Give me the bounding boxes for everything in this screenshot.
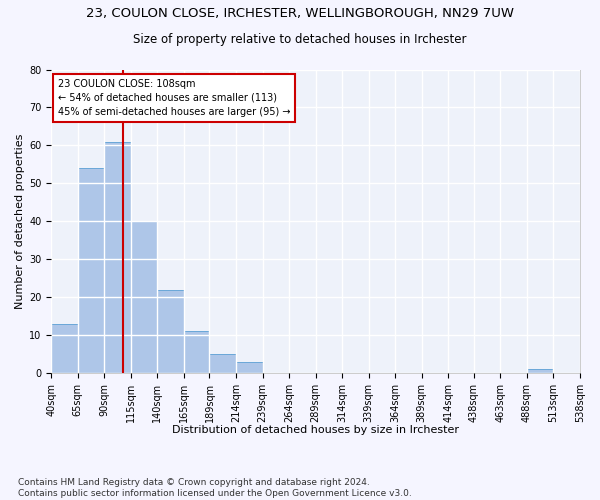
Bar [131, 222, 157, 373]
X-axis label: Distribution of detached houses by size in Irchester: Distribution of detached houses by size … [172, 425, 459, 435]
Text: Contains HM Land Registry data © Crown copyright and database right 2024.
Contai: Contains HM Land Registry data © Crown c… [18, 478, 412, 498]
Text: 23 COULON CLOSE: 108sqm
← 54% of detached houses are smaller (113)
45% of semi-d: 23 COULON CLOSE: 108sqm ← 54% of detache… [58, 79, 290, 117]
Bar [236, 362, 263, 373]
Bar [184, 332, 209, 373]
Text: 23, COULON CLOSE, IRCHESTER, WELLINGBOROUGH, NN29 7UW: 23, COULON CLOSE, IRCHESTER, WELLINGBORO… [86, 8, 514, 20]
Y-axis label: Number of detached properties: Number of detached properties [15, 134, 25, 309]
Bar [209, 354, 236, 373]
Bar [78, 168, 104, 373]
Bar [51, 324, 78, 373]
Bar [104, 142, 131, 373]
Bar [527, 370, 553, 373]
Bar [157, 290, 184, 373]
Text: Size of property relative to detached houses in Irchester: Size of property relative to detached ho… [133, 32, 467, 46]
